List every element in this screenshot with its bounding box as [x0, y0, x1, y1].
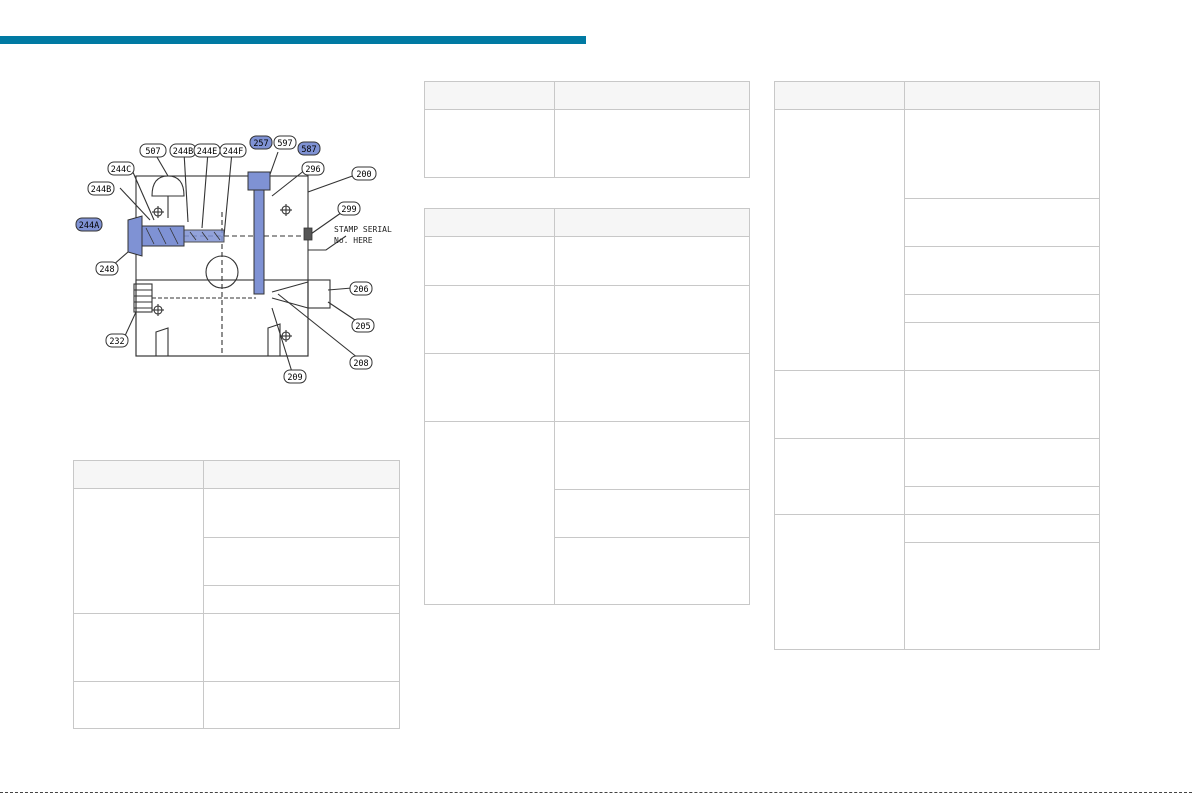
callout-244b-top: 244B [169, 143, 197, 158]
table-middle-top [424, 81, 750, 178]
table-header-row [74, 461, 399, 489]
svg-text:507: 507 [145, 147, 160, 157]
highlighted-bolt-head-257 [247, 171, 271, 191]
svg-text:244A: 244A [79, 221, 99, 231]
callout-200: 200 [351, 166, 377, 181]
table-header-row [775, 82, 1099, 110]
svg-text:296: 296 [305, 165, 320, 175]
callout-296: 296 [301, 161, 325, 176]
callout-244c: 244C [107, 161, 135, 176]
callout-587: 587 [297, 141, 321, 156]
callout-244a: 244A [75, 217, 103, 232]
page-bottom-rule [0, 792, 1192, 793]
callout-208: 208 [349, 355, 373, 370]
svg-text:206: 206 [353, 285, 368, 295]
exploded-diagram: 507 244B 244E 244F 257 597 587 296 200 2… [72, 132, 402, 390]
svg-text:244B: 244B [173, 147, 193, 157]
header-accent-bar [0, 36, 586, 44]
svg-text:STAMP SERIAL: STAMP SERIAL [334, 225, 392, 234]
svg-text:244B: 244B [91, 185, 111, 195]
svg-text:205: 205 [355, 322, 370, 332]
table-header-row [425, 82, 749, 110]
callout-507: 507 [139, 143, 167, 158]
svg-text:257: 257 [253, 139, 268, 149]
table-header-row [425, 209, 749, 237]
callout-244b-left: 244B [87, 181, 115, 196]
svg-text:587: 587 [301, 145, 316, 155]
table-left [73, 460, 400, 729]
highlighted-plug-244a [127, 215, 143, 257]
svg-text:209: 209 [287, 373, 302, 383]
stamp-serial-note: STAMP SERIAL No. HERE [334, 225, 392, 245]
svg-text:244C: 244C [111, 165, 131, 175]
callout-206: 206 [349, 281, 373, 296]
svg-text:299: 299 [341, 205, 356, 215]
svg-text:244E: 244E [197, 147, 217, 157]
callout-244f: 244F [219, 143, 247, 158]
svg-text:208: 208 [353, 359, 368, 369]
callout-205: 205 [351, 318, 375, 333]
highlighted-bolt-shank-257 [253, 189, 265, 295]
callout-257: 257 [249, 135, 273, 150]
callout-232: 232 [105, 333, 129, 348]
svg-text:248: 248 [99, 265, 114, 275]
callout-299: 299 [337, 201, 361, 216]
table-middle [424, 208, 750, 605]
callout-209: 209 [283, 369, 307, 384]
svg-text:No. HERE: No. HERE [334, 236, 373, 245]
table-right [774, 81, 1100, 650]
svg-text:232: 232 [109, 337, 124, 347]
callout-248: 248 [95, 261, 119, 276]
callout-244e: 244E [193, 143, 221, 158]
svg-text:200: 200 [356, 170, 371, 180]
callout-597: 597 [273, 135, 297, 150]
svg-text:597: 597 [277, 139, 292, 149]
svg-text:244F: 244F [223, 147, 243, 157]
